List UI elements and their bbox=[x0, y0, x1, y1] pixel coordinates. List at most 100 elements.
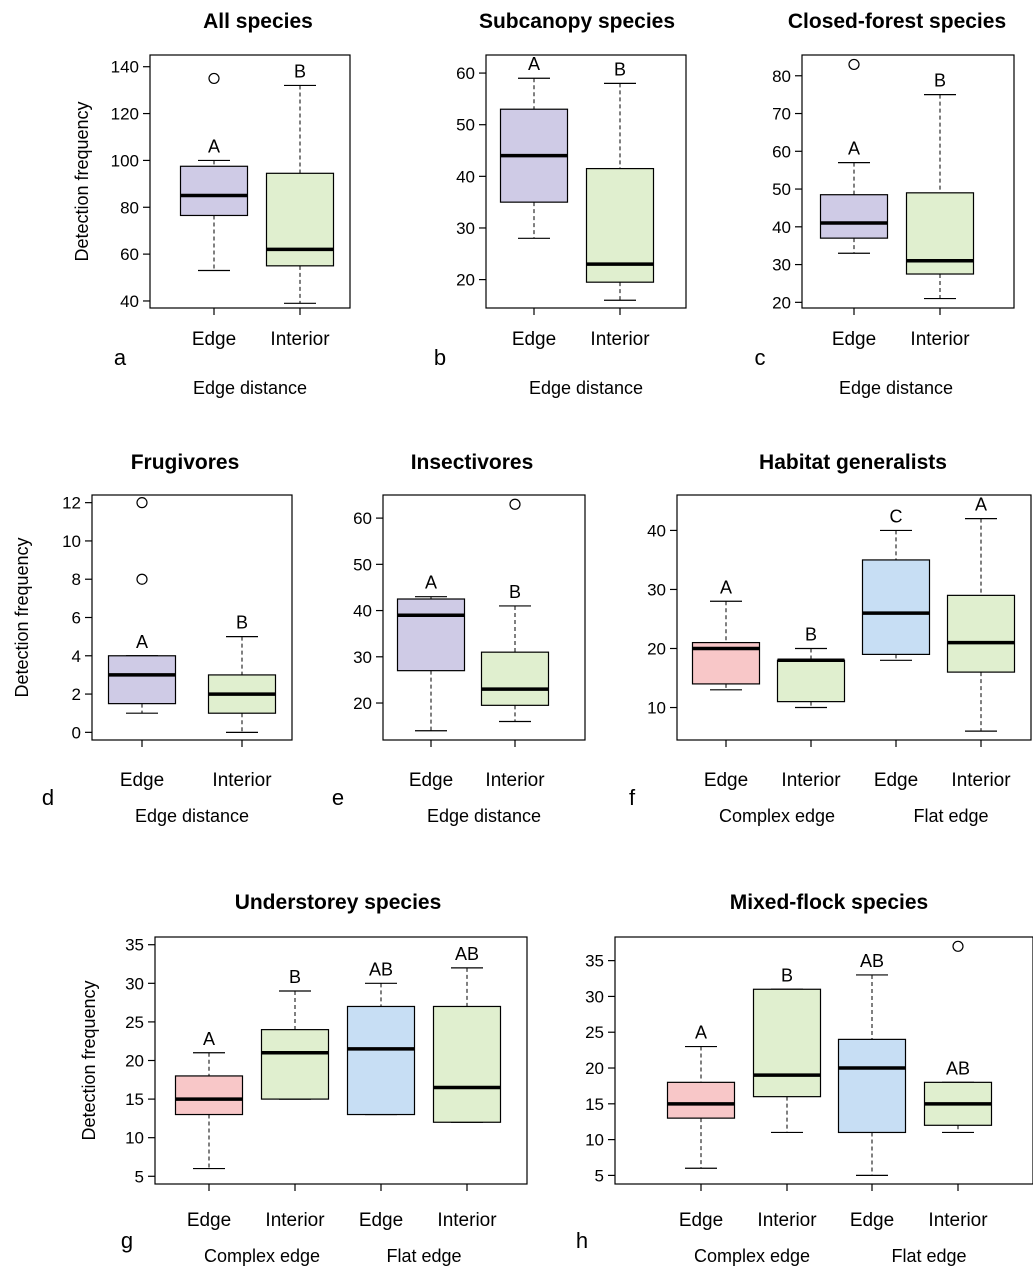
y-tick-label: 10 bbox=[647, 699, 666, 718]
significance-letter: B bbox=[294, 61, 306, 81]
significance-letter: B bbox=[614, 59, 626, 79]
iqr-box bbox=[480, 651, 550, 706]
x-category-label: Interior bbox=[910, 329, 970, 350]
chart-title: Subcanopy species bbox=[479, 10, 675, 33]
panel-letter: d bbox=[42, 785, 54, 810]
significance-letter: B bbox=[934, 71, 946, 91]
y-axis-label: Detection frequency bbox=[72, 101, 92, 261]
box-interior-1: B bbox=[905, 71, 975, 300]
panel-b: Subcanopy species 20 30 40 50 60 A Edge B Interio… bbox=[434, 10, 687, 398]
y-tick-label: 60 bbox=[772, 142, 791, 161]
y-tick-label: 35 bbox=[125, 936, 144, 955]
y-tick-label: 80 bbox=[120, 198, 139, 217]
iqr-box bbox=[776, 659, 846, 703]
iqr-box bbox=[107, 655, 177, 705]
panel-letter: b bbox=[434, 345, 446, 370]
x-category-label: Edge bbox=[704, 770, 748, 791]
significance-letter: A bbox=[425, 573, 437, 593]
significance-letter: A bbox=[136, 632, 148, 652]
significance-letter: A bbox=[848, 139, 860, 159]
y-tick-label: 30 bbox=[353, 648, 372, 667]
y-tick-label: 15 bbox=[125, 1090, 144, 1109]
y-tick-label: 60 bbox=[353, 509, 372, 528]
x-category-label: Edge bbox=[850, 1210, 894, 1231]
x-axis-label: Edge distance bbox=[135, 806, 249, 826]
x-category-label: Interior bbox=[951, 770, 1011, 791]
chart-title: Closed-forest species bbox=[788, 10, 1006, 33]
y-tick-label: 50 bbox=[456, 116, 475, 135]
plot-frame bbox=[676, 494, 1032, 741]
panel-g: Understorey species 5 10 15 20 25 30 35 Detectio… bbox=[79, 891, 528, 1266]
significance-letter: A bbox=[695, 1023, 707, 1043]
y-tick-label: 25 bbox=[125, 1013, 144, 1032]
x-axis-label: Edge distance bbox=[839, 378, 953, 398]
y-tick-label: 40 bbox=[120, 292, 139, 311]
iqr-box bbox=[861, 559, 931, 655]
significance-letter: B bbox=[289, 967, 301, 987]
y-tick-label: 12 bbox=[62, 494, 81, 513]
iqr-box bbox=[346, 1005, 416, 1116]
y-tick-label: 35 bbox=[585, 952, 604, 971]
panel-c: Closed-forest species 20 30 40 50 60 70 80 A Edge… bbox=[755, 10, 1015, 398]
x-axis-label: Edge distance bbox=[427, 806, 541, 826]
x-category-label: Edge bbox=[679, 1210, 723, 1231]
y-tick-label: 40 bbox=[353, 602, 372, 621]
significance-letter: A bbox=[203, 1029, 215, 1049]
significance-letter: AB bbox=[369, 959, 393, 979]
y-tick-label: 25 bbox=[585, 1023, 604, 1042]
chart-title: Insectivores bbox=[411, 451, 534, 474]
box-interior-1: B bbox=[585, 59, 655, 301]
x-category-label: Edge bbox=[512, 329, 556, 350]
box-edge-0: A bbox=[179, 72, 249, 272]
y-tick-label: 50 bbox=[353, 555, 372, 574]
box-interior-1: B bbox=[752, 965, 822, 1134]
significance-letter: B bbox=[781, 965, 793, 985]
y-tick-label: 20 bbox=[353, 694, 372, 713]
x-group-label: Complex edge bbox=[694, 1246, 810, 1266]
y-tick-label: 30 bbox=[125, 974, 144, 993]
significance-letter: B bbox=[509, 582, 521, 602]
iqr-box bbox=[752, 988, 822, 1098]
y-tick-label: 30 bbox=[456, 219, 475, 238]
y-tick-label: 100 bbox=[111, 151, 139, 170]
panel-letter: h bbox=[576, 1228, 588, 1253]
box-interior-1: B bbox=[776, 624, 846, 709]
box-edge-2: C bbox=[861, 506, 931, 661]
significance-letter: B bbox=[805, 624, 817, 644]
y-tick-label: 20 bbox=[647, 639, 666, 658]
x-category-label: Interior bbox=[437, 1210, 497, 1231]
significance-letter: A bbox=[528, 54, 540, 74]
y-tick-label: 60 bbox=[456, 64, 475, 83]
panel-h: Mixed-flock species 5 10 15 20 25 30 35 A Edge B In… bbox=[576, 891, 1033, 1266]
significance-letter: AB bbox=[946, 1058, 970, 1078]
y-tick-label: 80 bbox=[772, 67, 791, 86]
box-edge-0: A bbox=[174, 1029, 244, 1170]
panel-a: All species 40 60 80 100 120 140 Detection freq… bbox=[72, 10, 351, 398]
outlier-point bbox=[848, 58, 860, 71]
box-edge-2: AB bbox=[346, 959, 416, 1116]
y-tick-label: 6 bbox=[72, 609, 81, 628]
significance-letter: A bbox=[720, 577, 732, 597]
significance-letter: B bbox=[236, 613, 248, 633]
x-category-label: Edge bbox=[359, 1210, 403, 1231]
panel-letter: g bbox=[121, 1228, 133, 1253]
iqr-box bbox=[837, 1038, 907, 1134]
panel-letter: a bbox=[114, 345, 127, 370]
significance-letter: A bbox=[975, 495, 987, 515]
y-tick-label: 30 bbox=[585, 987, 604, 1006]
iqr-box bbox=[666, 1081, 736, 1119]
panel-letter: c bbox=[755, 345, 766, 370]
box-edge-0: A bbox=[819, 58, 889, 254]
x-category-label: Interior bbox=[270, 329, 330, 350]
box-interior-1: B bbox=[207, 613, 277, 733]
box-interior-3: A bbox=[946, 495, 1016, 732]
x-category-label: Interior bbox=[212, 770, 272, 791]
y-tick-label: 30 bbox=[647, 580, 666, 599]
box-edge-2: AB bbox=[837, 951, 907, 1177]
x-group-label: Flat edge bbox=[891, 1246, 966, 1266]
y-axis-label: Detection frequency bbox=[79, 980, 99, 1140]
outlier-point bbox=[208, 72, 220, 85]
y-tick-label: 4 bbox=[72, 647, 81, 666]
box-interior-3: AB bbox=[923, 940, 993, 1134]
outlier-point bbox=[952, 940, 964, 952]
